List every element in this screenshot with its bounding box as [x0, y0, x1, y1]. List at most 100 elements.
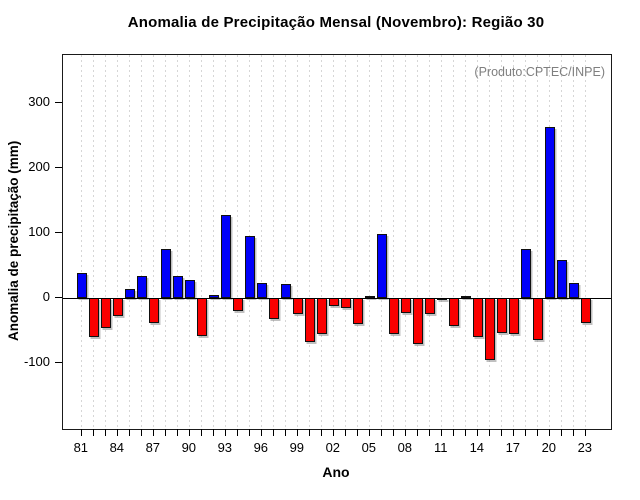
x-tick-02	[332, 429, 334, 436]
x-tick-08	[404, 429, 406, 436]
gridline-09	[417, 55, 419, 429]
x-tick-label-14: 14	[469, 440, 485, 455]
bar-15	[485, 298, 495, 361]
bar-85	[125, 288, 135, 298]
gridline-83	[105, 55, 107, 429]
x-tick-84	[116, 429, 118, 436]
y-tick--100	[55, 362, 62, 363]
gridline-10	[429, 55, 431, 429]
gridline-22	[573, 55, 575, 429]
x-tick-23	[584, 429, 586, 436]
gridline-04	[357, 55, 359, 429]
x-tick-15	[488, 429, 490, 436]
bar-91	[197, 298, 207, 336]
gridline-03	[345, 55, 347, 429]
bar-21	[557, 259, 567, 298]
x-tick-21	[560, 429, 562, 436]
bar-16	[497, 298, 507, 334]
bar-90	[185, 279, 195, 298]
y-axis-title: Anomalia de precipitação (mm)	[6, 140, 21, 342]
bar-12	[449, 298, 459, 326]
x-tick-label-02: 02	[325, 440, 341, 455]
zero-axis-line	[63, 297, 611, 299]
x-tick-11	[440, 429, 442, 436]
x-tick-99	[296, 429, 298, 436]
bar-86	[137, 275, 147, 298]
bar-93	[221, 214, 231, 298]
x-tick-label-93: 93	[217, 440, 233, 455]
x-tick-16	[500, 429, 502, 436]
bar-96	[257, 283, 267, 298]
y-tick-label-0: 0	[42, 289, 50, 304]
x-tick-17	[512, 429, 514, 436]
x-tick-18	[524, 429, 526, 436]
gridline-98	[285, 55, 287, 429]
x-tick-19	[536, 429, 538, 436]
gridline-01	[321, 55, 323, 429]
bar-01	[317, 298, 327, 334]
gridline-97	[273, 55, 275, 429]
x-tick-05	[368, 429, 370, 436]
x-tick-00	[308, 429, 310, 436]
x-tick-91	[200, 429, 202, 436]
chart-title: Anomalia de Precipitação Mensal (Novembr…	[127, 14, 545, 31]
bar-10	[425, 298, 435, 314]
bar-94	[233, 298, 243, 311]
gridline-82	[93, 55, 95, 429]
gridline-15	[489, 55, 491, 429]
x-tick-06	[380, 429, 382, 436]
bar-04	[353, 298, 363, 324]
x-tick-22	[572, 429, 574, 436]
gridline-14	[477, 55, 479, 429]
y-tick-300	[55, 102, 62, 103]
y-tick-100	[55, 232, 62, 233]
gridline-12	[453, 55, 455, 429]
x-tick-03	[344, 429, 346, 436]
gridline-86	[141, 55, 143, 429]
x-tick-83	[104, 429, 106, 436]
x-tick-label-08: 08	[397, 440, 413, 455]
gridline-00	[309, 55, 311, 429]
bar-82	[89, 298, 99, 337]
x-tick-01	[320, 429, 322, 436]
x-tick-92	[212, 429, 214, 436]
x-tick-95	[248, 429, 250, 436]
gridline-11	[441, 55, 443, 429]
x-tick-label-81: 81	[73, 440, 89, 455]
bar-97	[269, 298, 279, 319]
gridline-23	[585, 55, 587, 429]
bar-83	[101, 298, 111, 328]
x-tick-96	[260, 429, 262, 436]
x-tick-13	[464, 429, 466, 436]
gridline-13	[465, 55, 467, 429]
gridline-16	[501, 55, 503, 429]
x-tick-label-17: 17	[505, 440, 521, 455]
x-tick-09	[416, 429, 418, 436]
gridline-02	[333, 55, 335, 429]
gridline-87	[153, 55, 155, 429]
x-tick-88	[164, 429, 166, 436]
x-tick-90	[188, 429, 190, 436]
bar-19	[533, 298, 543, 341]
bar-99	[293, 298, 303, 315]
x-tick-86	[140, 429, 142, 436]
gridline-85	[129, 55, 131, 429]
x-tick-label-20: 20	[541, 440, 557, 455]
y-tick-label-300: 300	[28, 94, 50, 109]
x-tick-20	[548, 429, 550, 436]
gridline-17	[513, 55, 515, 429]
x-tick-07	[392, 429, 394, 436]
source-annotation: (Produto:CPTEC/INPE)	[474, 65, 605, 79]
gridline-91	[201, 55, 203, 429]
x-tick-label-87: 87	[145, 440, 161, 455]
gridline-88	[165, 55, 167, 429]
bar-03	[341, 298, 351, 308]
x-tick-87	[152, 429, 154, 436]
x-tick-label-99: 99	[289, 440, 305, 455]
bar-08	[401, 298, 411, 313]
plot-area: (Produto:CPTEC/INPE)	[62, 54, 612, 430]
bar-14	[473, 298, 483, 337]
bar-84	[113, 298, 123, 316]
x-tick-82	[92, 429, 94, 436]
